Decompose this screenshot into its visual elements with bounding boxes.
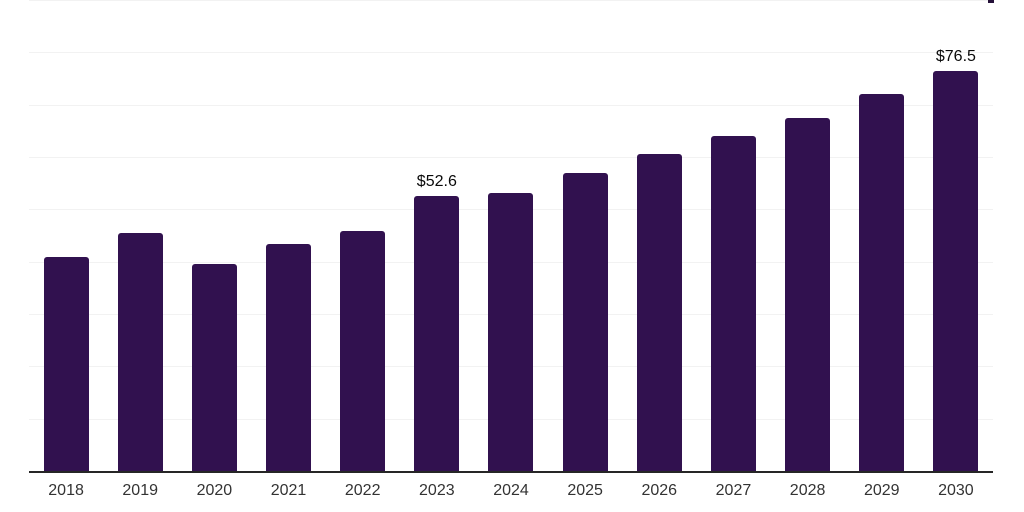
bar-2029[interactable]: [859, 93, 905, 471]
bar-slot-2026: [622, 0, 696, 471]
x-tick-label-2020: 2020: [196, 482, 233, 499]
bar-slot-2018: [29, 0, 103, 471]
bar-slot-2027: [696, 0, 770, 471]
bar-value-label-2030: $76.5: [935, 47, 976, 65]
x-tick-label-2022: 2022: [344, 482, 381, 499]
x-tick-label-2026: 2026: [641, 482, 678, 499]
bar-2019[interactable]: [117, 233, 163, 471]
bar-2025[interactable]: [562, 173, 608, 471]
x-tick-label-2030: 2030: [938, 482, 974, 499]
bar-2021[interactable]: [266, 243, 312, 471]
x-tick-label-2021: 2021: [270, 482, 307, 499]
x-tick-label-2023: 2023: [419, 482, 455, 499]
bar-slot-2022: [326, 0, 400, 471]
x-tick-label-2025: 2025: [567, 482, 603, 499]
bar-slot-2021: [251, 0, 325, 471]
gridline: [29, 157, 993, 158]
x-tick-label-2027: 2027: [715, 482, 752, 499]
bar-slot-2029: [845, 0, 919, 471]
x-tick-label-2024: 2024: [493, 482, 529, 499]
x-tick-label-2018: 2018: [48, 482, 84, 499]
bar-slot-2030: $76.5: [919, 0, 993, 471]
bar-slot-2020: [177, 0, 251, 471]
bar-value-label-2023: $52.6: [416, 172, 457, 190]
bar-2030[interactable]: [933, 70, 979, 471]
bar-2024[interactable]: [488, 192, 534, 471]
x-tick-label-2028: 2028: [789, 482, 826, 499]
bar-slot-2023: $52.6: [400, 0, 474, 471]
bar-2023[interactable]: [414, 195, 460, 471]
bar-slot-2028: [771, 0, 845, 471]
bar-slot-2025: [548, 0, 622, 471]
x-axis-line: [29, 471, 993, 473]
plot-area: $52.6 $76.5: [29, 0, 993, 471]
x-tick-label-2019: 2019: [122, 482, 158, 499]
gridline: [29, 52, 993, 54]
bar-slot-2024: [474, 0, 548, 471]
cropped-edge-mark: [988, 0, 994, 3]
bar-slot-2019: [103, 0, 177, 471]
bar-2018[interactable]: [43, 256, 89, 471]
bar-2026[interactable]: [636, 153, 682, 471]
gridline: [29, 104, 993, 106]
bar-2028[interactable]: [785, 117, 831, 471]
bar-2022[interactable]: [340, 231, 386, 471]
bar-2027[interactable]: [710, 136, 756, 471]
gridline: [29, 0, 993, 1]
bar-2020[interactable]: [191, 264, 237, 471]
x-tick-label-2029: 2029: [863, 482, 900, 499]
